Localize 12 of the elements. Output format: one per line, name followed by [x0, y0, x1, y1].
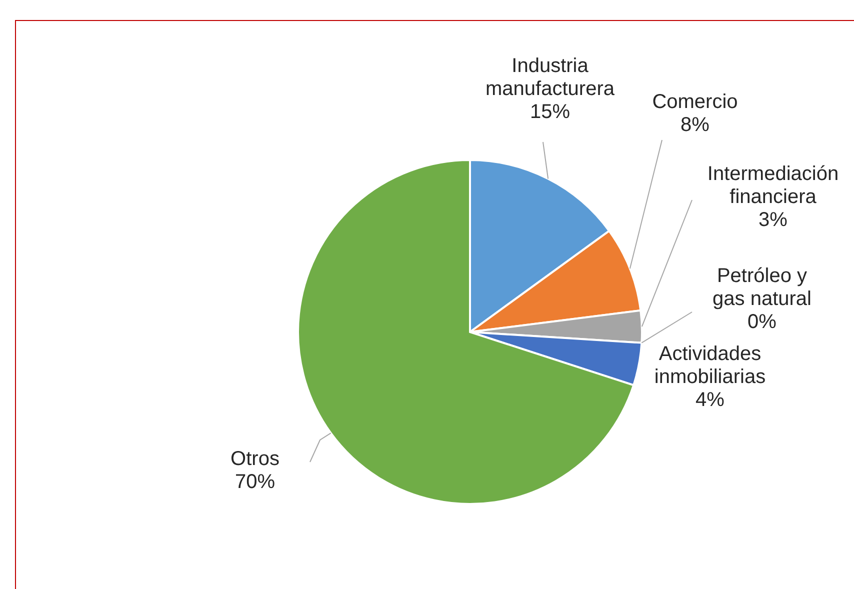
data-label: 3%: [758, 209, 788, 231]
data-label: 4%: [696, 389, 725, 411]
slice-label: Intermediación financiera: [707, 163, 839, 208]
slice-label: Actividades inmobiliarias: [654, 343, 766, 388]
text: 0%: [748, 311, 776, 333]
category-label: Petróleo y gas natural: [712, 265, 812, 310]
data-label: 70%: [234, 471, 276, 493]
slice-label: Otros: [230, 448, 280, 470]
data-label: 15%: [530, 101, 570, 123]
slice-label: Industria manufacturera: [486, 55, 616, 100]
data-label: 8%: [680, 114, 710, 136]
slice-label: Comercio: [652, 91, 738, 113]
